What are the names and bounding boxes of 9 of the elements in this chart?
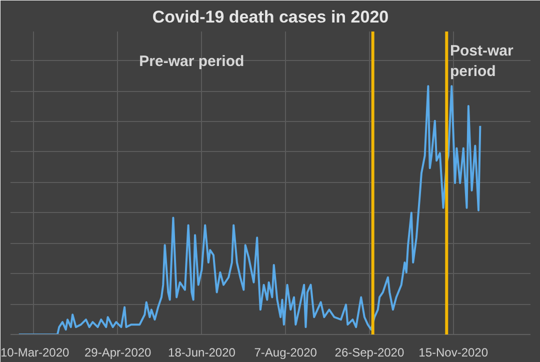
x-tick-label: 10-Mar-2020 xyxy=(0,346,70,360)
x-tick-label: 26-Sep-2020 xyxy=(334,346,404,360)
text: Post-war period xyxy=(450,42,514,80)
x-tick-label: 18-Jun-2020 xyxy=(168,346,236,360)
text: Pre-war period xyxy=(139,52,244,70)
x-tick-label: 15-Nov-2020 xyxy=(418,346,488,360)
chart-title: Covid-19 death cases in 2020 xyxy=(152,8,389,26)
x-tick-label: 29-Apr-2020 xyxy=(84,346,152,360)
x-tick-label: 7-Aug-2020 xyxy=(254,346,318,360)
